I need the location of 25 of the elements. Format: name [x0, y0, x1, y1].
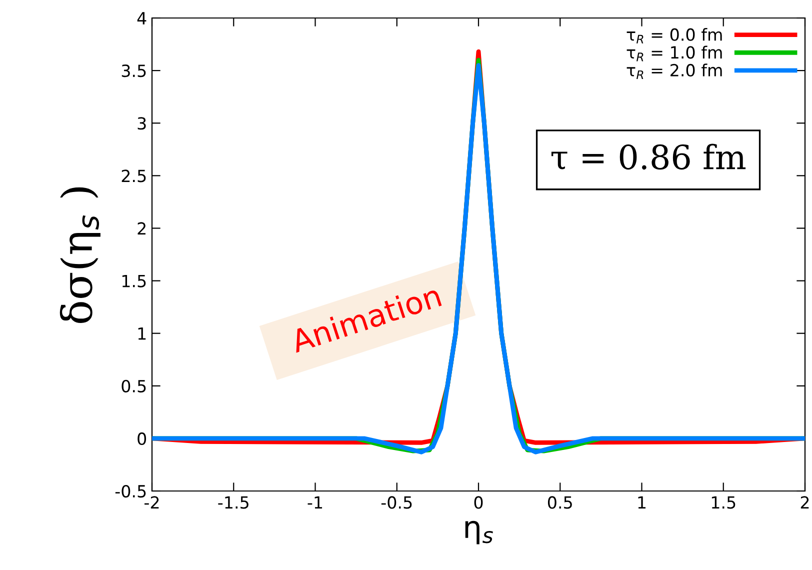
y-tick-label: 1 — [138, 328, 146, 340]
x-axis-title: η$_{s}$ — [465, 520, 493, 544]
y-tick-label: 3.5 — [122, 64, 146, 78]
y-tick-label: 2 — [138, 222, 146, 235]
y-tick-label: 0 — [138, 432, 146, 446]
x-tick-label: 0 — [474, 496, 483, 509]
annotation: τ = 0.86 fm — [551, 144, 746, 170]
x-tick-label: -1 — [308, 496, 322, 509]
y-tick-label: 2.5 — [122, 170, 146, 182]
legend-label: τ$_{R}$ = 2.0 fm — [626, 64, 722, 79]
y-tick-label: 3 — [138, 117, 146, 130]
x-tick-label: -2 — [144, 496, 159, 509]
x-tick-label: 1 — [638, 496, 646, 509]
legend-label: τ$_{R}$ = 1.0 fm — [626, 46, 722, 62]
legend-label: τ$_{R}$ = 0.0 fm — [626, 28, 722, 44]
y-tick-label: 1.5 — [122, 274, 146, 288]
y-axis-title: δσ(η$_{s}$ ) — [60, 187, 100, 324]
x-tick-label: 1.5 — [712, 496, 736, 509]
x-tick-label: 0.5 — [548, 496, 572, 509]
x-tick-label: -1.5 — [218, 496, 248, 509]
x-tick-label: 2 — [800, 496, 809, 509]
y-tick-label: 4 — [137, 12, 146, 24]
y-tick-label: 0.5 — [122, 380, 146, 392]
y-tick-label: -0.5 — [115, 484, 146, 498]
x-tick-label: -0.5 — [381, 496, 412, 509]
